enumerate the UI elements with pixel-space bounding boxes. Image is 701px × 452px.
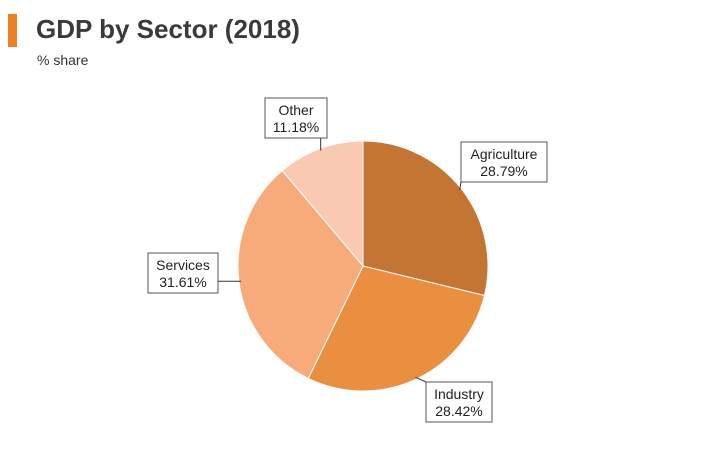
slice-value-agriculture: 28.79% — [480, 163, 527, 179]
leader-line-industry — [415, 376, 427, 383]
slice-name-industry: Industry — [434, 386, 484, 402]
label-box-other — [264, 97, 328, 139]
slice-value-other: 11.18% — [273, 119, 319, 135]
slice-name-services: Services — [156, 257, 210, 273]
label-box-services — [147, 252, 219, 294]
chart-title: GDP by Sector (2018) — [36, 14, 300, 44]
slice-name-agriculture: Agriculture — [471, 146, 538, 162]
title-accent-bar — [8, 14, 17, 47]
pie-slice-agriculture[interactable] — [362, 140, 489, 297]
leader-line-agriculture — [459, 181, 462, 191]
chart-subtitle: % share — [37, 52, 89, 68]
pie-slice-industry[interactable] — [307, 265, 486, 392]
slice-value-services: 31.61% — [159, 274, 206, 290]
label-box-industry — [425, 381, 493, 423]
slice-name-other: Other — [278, 102, 313, 118]
slice-value-industry: 28.42% — [435, 403, 482, 419]
pie-slice-other[interactable] — [281, 140, 364, 268]
label-box-agriculture — [460, 141, 548, 183]
